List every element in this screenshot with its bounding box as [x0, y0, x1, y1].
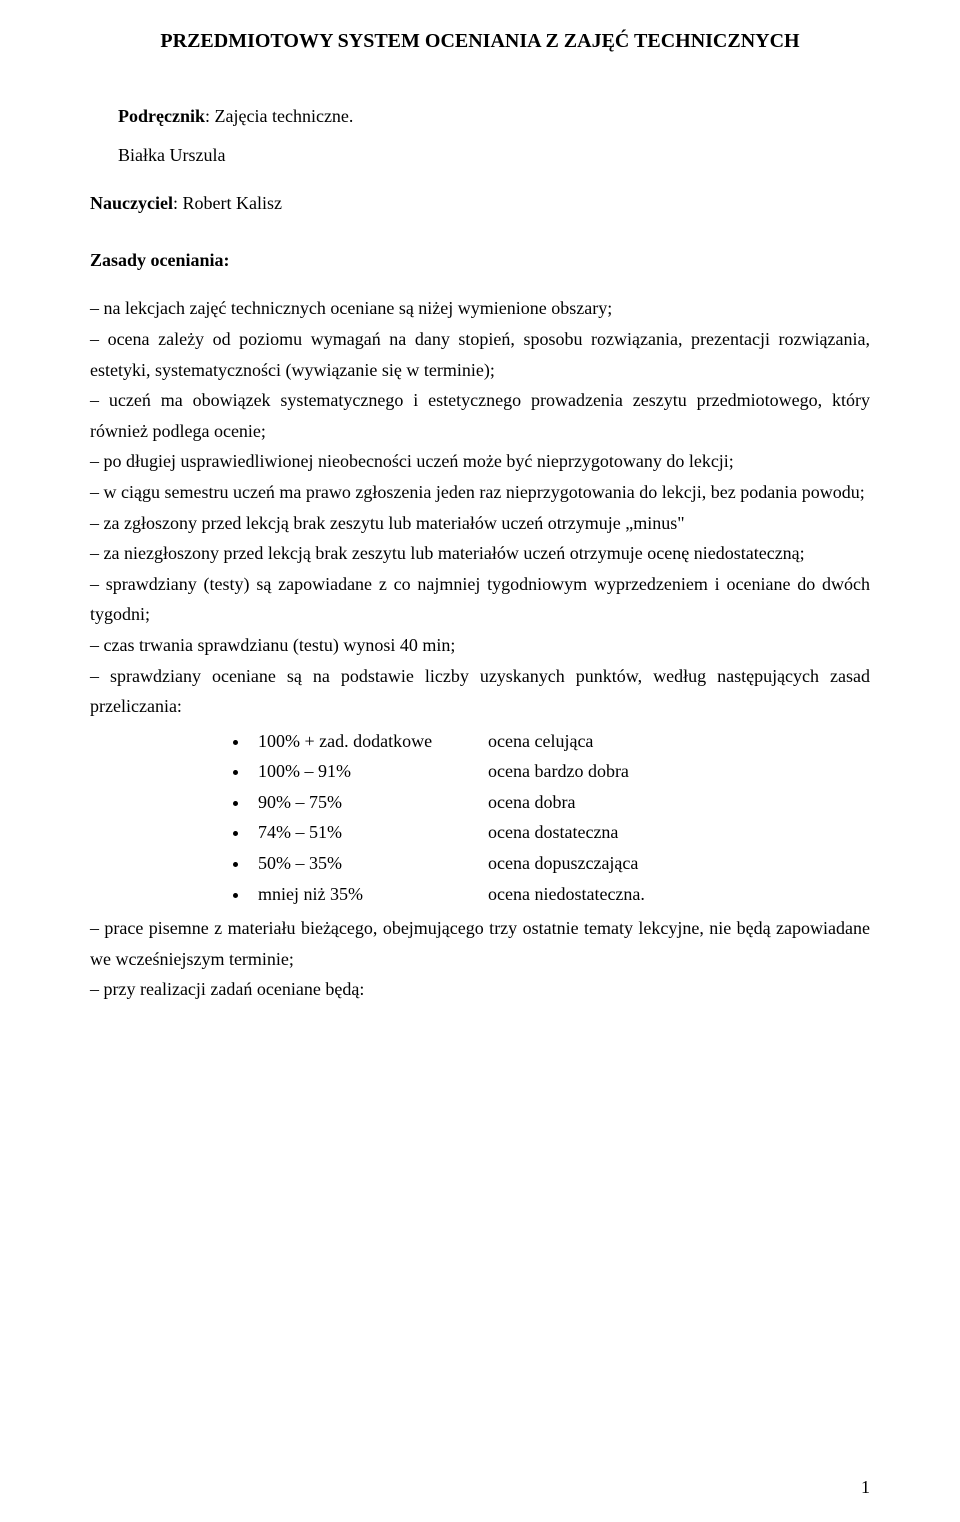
textbook-value: Zajęcia techniczne.: [215, 106, 354, 126]
teacher-value: Robert Kalisz: [182, 193, 281, 213]
grading-row: 90% – 75% ocena dobra: [250, 787, 870, 818]
rule-item: – przy realizacji zadań oceniane będą:: [90, 974, 870, 1005]
rule-item: – w ciągu semestru uczeń ma prawo zgłosz…: [90, 477, 870, 508]
grading-range: 74% – 51%: [258, 817, 488, 848]
grading-row: 100% + zad. dodatkowe ocena celująca: [250, 726, 870, 757]
teacher-line: Nauczyciel: Robert Kalisz: [90, 188, 870, 219]
document-title: PRZEDMIOTOWY SYSTEM OCENIANIA Z ZAJĘĆ TE…: [90, 30, 870, 53]
document-page: PRZEDMIOTOWY SYSTEM OCENIANIA Z ZAJĘĆ TE…: [0, 0, 960, 1522]
grading-grade: ocena bardzo dobra: [488, 756, 870, 787]
grading-grade: ocena niedostateczna.: [488, 879, 870, 910]
rules-heading: Zasady oceniania:: [90, 245, 870, 276]
grading-range: 90% – 75%: [258, 787, 488, 818]
grading-grade: ocena dobra: [488, 787, 870, 818]
page-number: 1: [861, 1477, 870, 1498]
grading-grade: ocena celująca: [488, 726, 870, 757]
grading-scale-list: 100% + zad. dodatkowe ocena celująca 100…: [90, 726, 870, 910]
rule-item: – za zgłoszony przed lekcją brak zeszytu…: [90, 508, 870, 539]
rule-item: – sprawdziany oceniane są na podstawie l…: [90, 661, 870, 722]
rule-item: – czas trwania sprawdzianu (testu) wynos…: [90, 630, 870, 661]
grading-range: mniej niż 35%: [258, 879, 488, 910]
rule-item: – po długiej usprawiedliwionej nieobecno…: [90, 446, 870, 477]
teacher-label: Nauczyciel: [90, 193, 173, 213]
rule-item: – sprawdziany (testy) są zapowiadane z c…: [90, 569, 870, 630]
rule-item: – uczeń ma obowiązek systematycznego i e…: [90, 385, 870, 446]
rule-item: – za niezgłoszony przed lekcją brak zesz…: [90, 538, 870, 569]
textbook-line: Podręcznik: Zajęcia techniczne.: [90, 101, 870, 132]
rule-item: – ocena zależy od poziomu wymagań na dan…: [90, 324, 870, 385]
grading-grade: ocena dostateczna: [488, 817, 870, 848]
grading-row: mniej niż 35% ocena niedostateczna.: [250, 879, 870, 910]
grading-range: 100% + zad. dodatkowe: [258, 726, 488, 757]
author-line: Białka Urszula: [90, 140, 870, 171]
grading-row: 100% – 91% ocena bardzo dobra: [250, 756, 870, 787]
rule-item: – prace pisemne z materiału bieżącego, o…: [90, 913, 870, 974]
grading-range: 100% – 91%: [258, 756, 488, 787]
grading-row: 74% – 51% ocena dostateczna: [250, 817, 870, 848]
grading-grade: ocena dopuszczająca: [488, 848, 870, 879]
rule-item: – na lekcjach zajęć technicznych ocenian…: [90, 293, 870, 324]
grading-row: 50% – 35% ocena dopuszczająca: [250, 848, 870, 879]
textbook-label: Podręcznik: [118, 106, 205, 126]
grading-range: 50% – 35%: [258, 848, 488, 879]
